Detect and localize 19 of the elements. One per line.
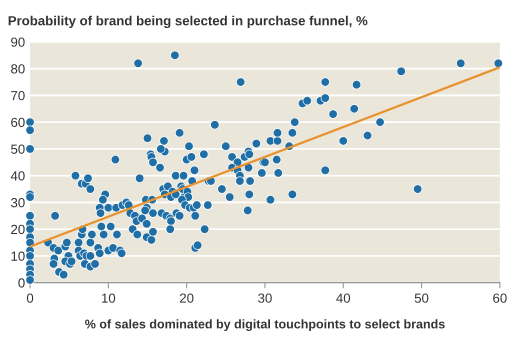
y-tick-label: 90 <box>11 37 25 47</box>
y-tick-label: 60 <box>11 118 25 128</box>
y-tick-label: 20 <box>11 224 25 234</box>
x-tick-label: 60 <box>493 293 507 303</box>
x-axis-title: % of sales dominated by digital touchpoints to select brands <box>85 319 445 331</box>
y-tick-label: 70 <box>11 90 25 100</box>
x-tick-label: 0 <box>26 293 34 303</box>
y-tick-label: 10 <box>12 252 25 261</box>
y-tick-label: 80 <box>11 64 25 74</box>
x-tick-label: 30 <box>258 293 272 303</box>
chart-title: Probability of brand being selected in purchase funnel, % <box>8 16 368 28</box>
x-tick-label: 40 <box>336 293 350 303</box>
y-tick-label: 40 <box>10 171 25 181</box>
y-tick-label: 50 <box>11 144 25 154</box>
x-tick-label: 50 <box>414 293 428 303</box>
y-tick-label: 0 <box>18 278 25 288</box>
x-tick-label: 10 <box>102 293 116 303</box>
x-tick-label: 20 <box>180 293 194 303</box>
y-tick-label: 30 <box>11 198 25 208</box>
